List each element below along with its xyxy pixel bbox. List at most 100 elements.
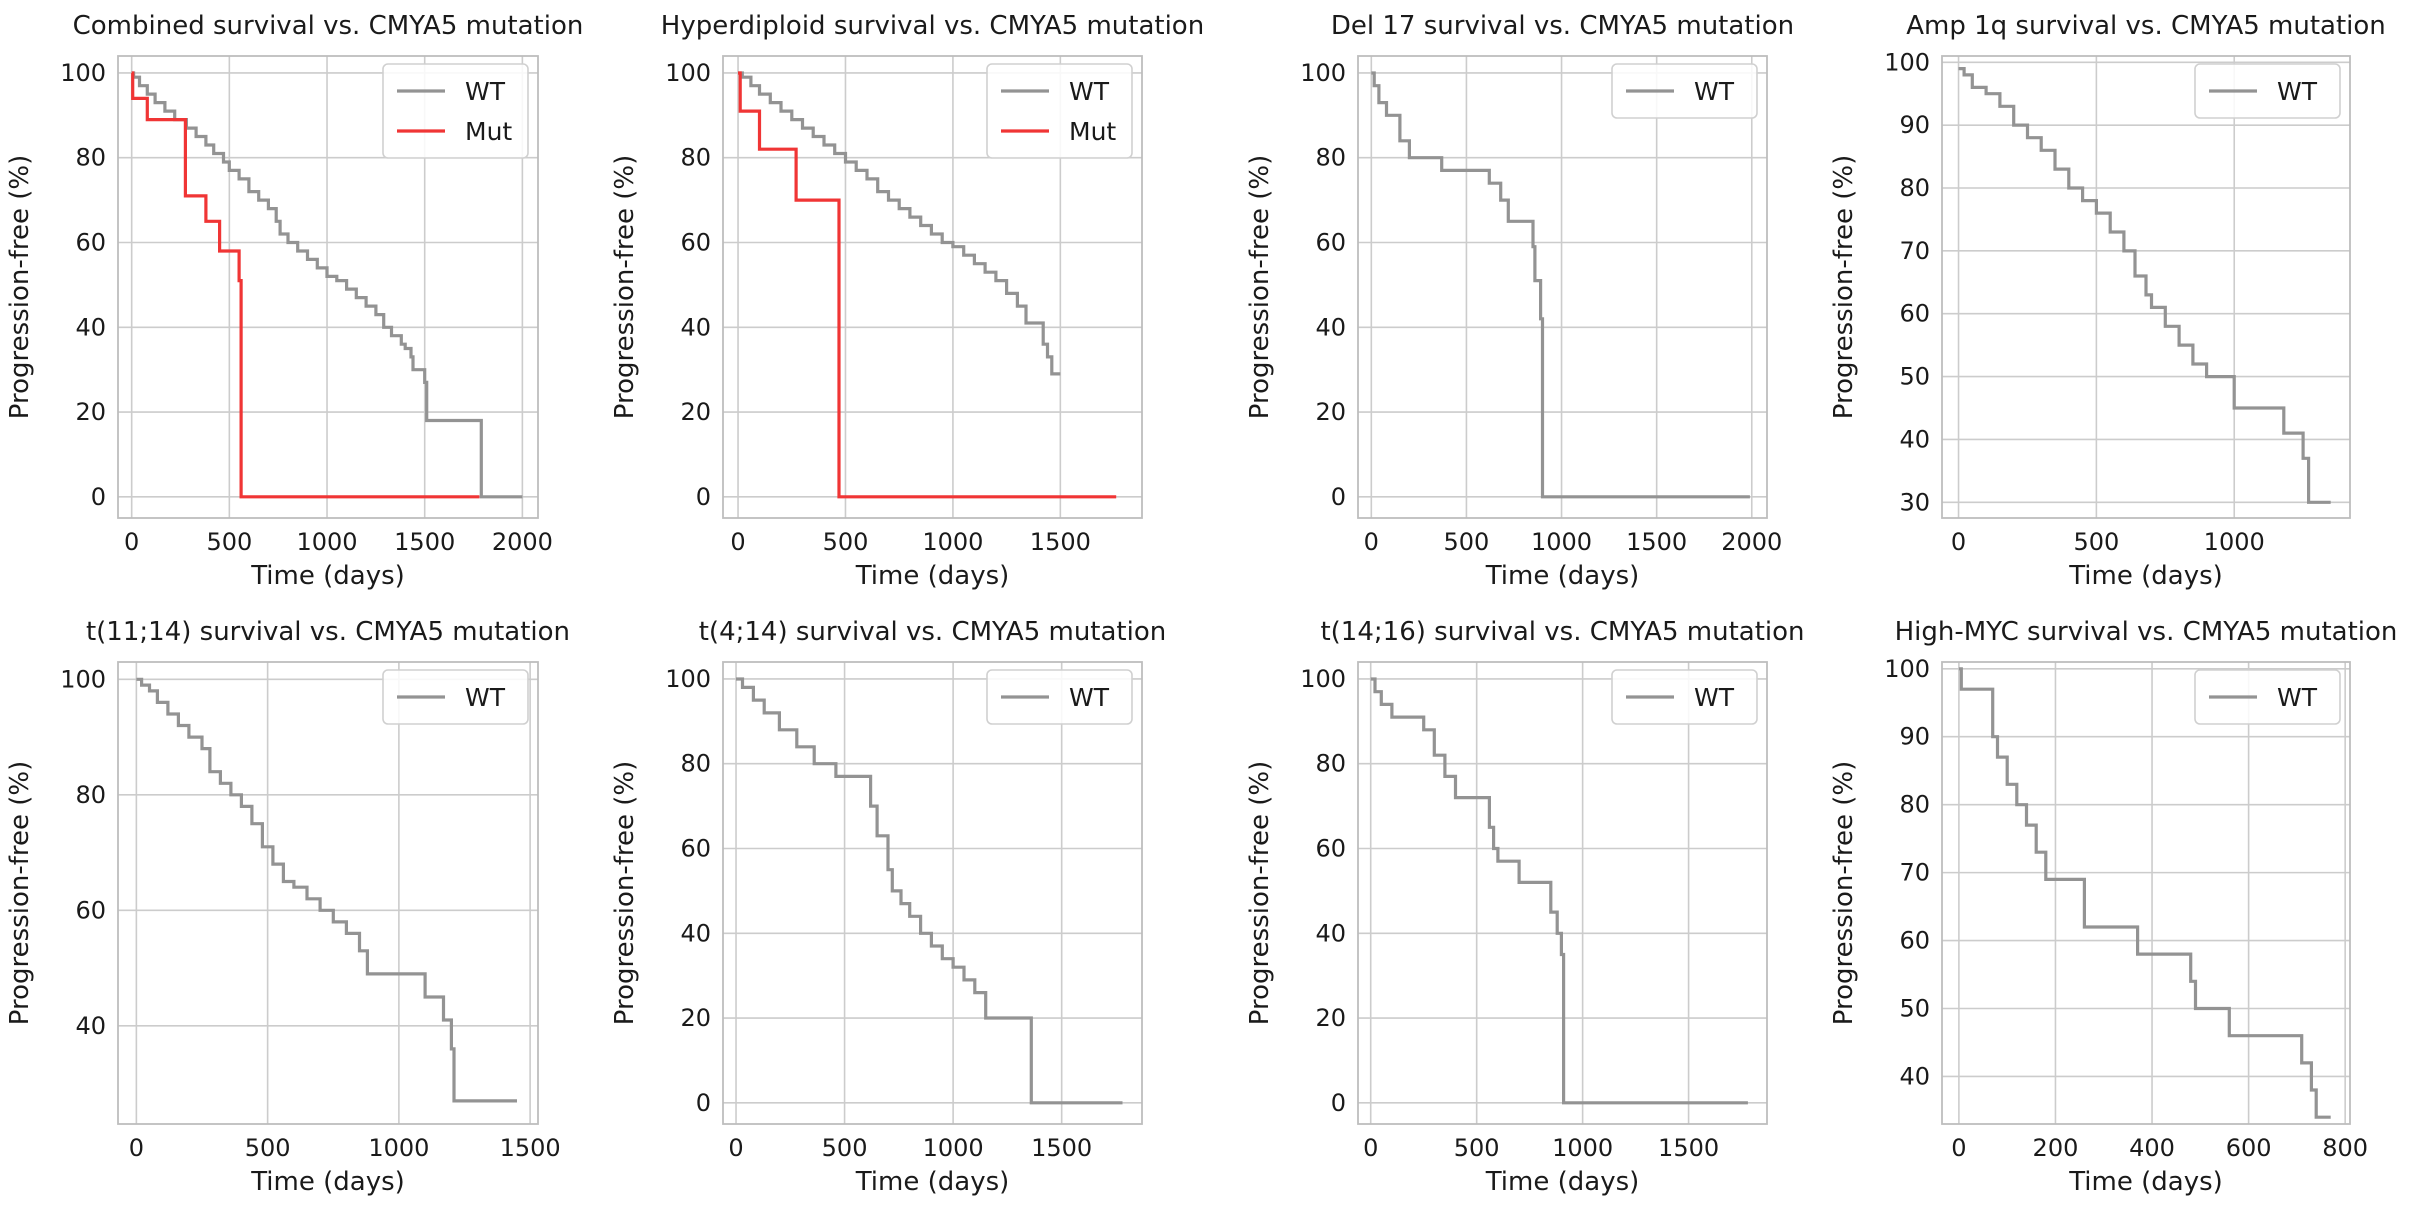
x-tick-label: 1000: [922, 528, 983, 556]
x-tick-label: 2000: [492, 528, 553, 556]
y-tick-label: 80: [75, 781, 106, 809]
legend-box: [382, 669, 529, 725]
x-tick-label: 1000: [923, 1134, 984, 1162]
plot-frame: [1357, 55, 1768, 519]
x-tick-label: 500: [245, 1134, 291, 1162]
y-tick-label: 60: [680, 834, 711, 862]
y-tick-label: 80: [1315, 750, 1346, 778]
x-tick-label: 1500: [1658, 1134, 1719, 1162]
chart-title: Del 17 survival vs. CMYA5 mutation: [1331, 11, 1794, 41]
legend: WT: [1611, 669, 1758, 725]
x-axis-label: Time (days): [855, 1167, 1010, 1197]
series-line-wt: [736, 677, 1123, 1105]
x-tick-label: 1500: [1030, 528, 1091, 556]
legend-box: [1611, 63, 1758, 119]
plot-frame: [722, 55, 1143, 519]
x-tick-label: 600: [2226, 1134, 2272, 1162]
y-tick-label: 80: [1899, 791, 1930, 819]
legend: WT Mut: [382, 63, 529, 159]
legend-label-wt: WT: [465, 683, 506, 712]
legend-box: [986, 669, 1133, 725]
y-tick-label: 90: [1899, 723, 1930, 751]
y-tick-label: 40: [680, 313, 711, 341]
plot-frame: [1941, 661, 2351, 1125]
y-tick-label: 0: [1331, 1089, 1346, 1117]
x-tick-label: 1000: [1552, 1134, 1613, 1162]
y-tick-label: 100: [665, 665, 711, 693]
x-tick-label: 500: [823, 528, 869, 556]
y-tick-label: 100: [1300, 665, 1346, 693]
chart-title: High-MYC survival vs. CMYA5 mutation: [1895, 617, 2398, 647]
y-axis-label: Progression-free (%): [1829, 761, 1859, 1025]
x-tick-label: 200: [2033, 1134, 2079, 1162]
legend-label-mut: Mut: [1069, 117, 1116, 146]
x-axis-label: Time (days): [2068, 1167, 2223, 1197]
y-tick-label: 0: [696, 1089, 711, 1117]
legend-box: [986, 63, 1133, 159]
series-line-wt: [1958, 67, 2331, 504]
y-tick-label: 0: [91, 483, 106, 511]
y-tick-label: 100: [60, 665, 106, 693]
legend-box: [1611, 669, 1758, 725]
x-tick-label: 1500: [1626, 528, 1687, 556]
legend-label-wt: WT: [1694, 77, 1735, 106]
y-tick-label: 40: [1899, 1062, 1930, 1090]
series-line-wt: [738, 71, 1061, 376]
y-tick-label: 100: [60, 59, 106, 87]
y-tick-label: 0: [696, 483, 711, 511]
y-tick-label: 30: [1899, 488, 1930, 516]
series-line-wt: [1958, 667, 2331, 1119]
legend-label-wt: WT: [2277, 683, 2318, 712]
y-tick-label: 50: [1899, 363, 1930, 391]
x-tick-label: 0: [1363, 1134, 1378, 1162]
y-tick-label: 100: [1300, 59, 1346, 87]
x-tick-label: 500: [206, 528, 252, 556]
y-axis-label: Progression-free (%): [1245, 761, 1275, 1025]
y-tick-label: 80: [1899, 174, 1930, 202]
plot-frame: [722, 661, 1143, 1125]
y-tick-label: 80: [680, 750, 711, 778]
x-tick-label: 1000: [1531, 528, 1592, 556]
y-axis-label: Progression-free (%): [1245, 155, 1275, 419]
chart-panel-5: 0 500 1000 1500 40 60 80 100 t(11;14) survival v…: [5, 617, 570, 1197]
y-tick-label: 40: [680, 919, 711, 947]
series-line-wt: [1371, 71, 1750, 499]
y-tick-label: 50: [1899, 995, 1930, 1023]
y-axis-label: Progression-free (%): [1829, 155, 1859, 419]
y-tick-label: 40: [75, 1012, 106, 1040]
legend-box: [382, 63, 529, 159]
legend: WT: [382, 669, 529, 725]
legend-label-wt: WT: [465, 77, 506, 106]
legend: WT: [2194, 669, 2341, 725]
chart-title: Amp 1q survival vs. CMYA5 mutation: [1906, 11, 2386, 41]
y-tick-label: 40: [1315, 313, 1346, 341]
plot-frame: [1941, 55, 2351, 519]
x-tick-label: 500: [1454, 1134, 1500, 1162]
chart-panel-2: 0 500 1000 1500 0 20 40 60 80 100 Hyperdiploid sur…: [610, 11, 1204, 591]
y-tick-label: 40: [75, 313, 106, 341]
x-axis-label: Time (days): [855, 561, 1010, 591]
chart-title: Combined survival vs. CMYA5 mutation: [73, 11, 584, 41]
y-tick-label: 20: [680, 1004, 711, 1032]
x-tick-label: 800: [2322, 1134, 2368, 1162]
x-tick-label: 0: [730, 528, 745, 556]
legend-label-wt: WT: [1069, 77, 1110, 106]
y-tick-label: 80: [680, 144, 711, 172]
x-axis-label: Time (days): [250, 1167, 405, 1197]
legend-box: [2194, 669, 2341, 725]
y-tick-label: 80: [1315, 144, 1346, 172]
y-tick-label: 60: [75, 228, 106, 256]
y-tick-label: 100: [1884, 655, 1930, 683]
y-tick-label: 90: [1899, 111, 1930, 139]
x-tick-label: 0: [1951, 528, 1966, 556]
x-tick-label: 1000: [368, 1134, 429, 1162]
legend: WT Mut: [986, 63, 1133, 159]
x-tick-label: 0: [728, 1134, 743, 1162]
y-tick-label: 20: [1315, 398, 1346, 426]
x-tick-label: 1500: [1031, 1134, 1092, 1162]
y-tick-label: 20: [680, 398, 711, 426]
x-tick-label: 500: [822, 1134, 868, 1162]
y-tick-label: 60: [1315, 834, 1346, 862]
chart-title: t(4;14) survival vs. CMYA5 mutation: [699, 617, 1167, 647]
